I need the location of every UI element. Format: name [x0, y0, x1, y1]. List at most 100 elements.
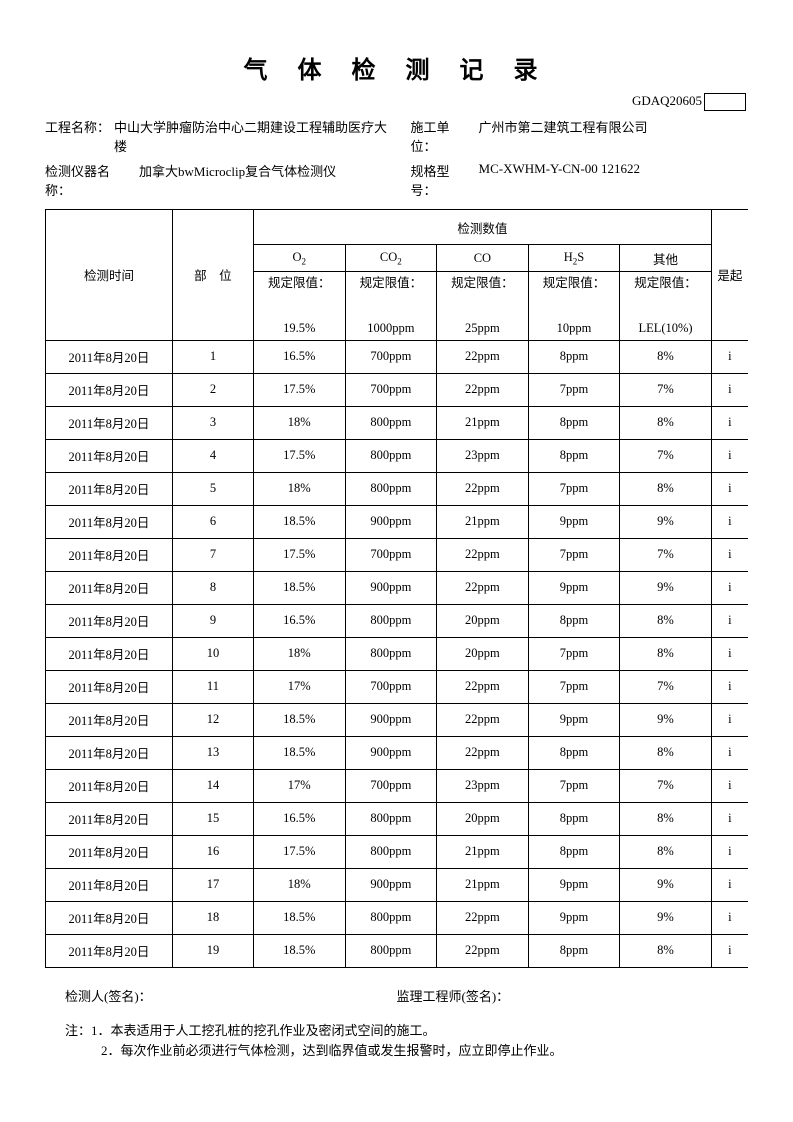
table-row: 2011年8月20日916.5%800ppm20ppm8ppm8%i [46, 604, 749, 637]
project-value: 中山大学肿瘤防治中心二期建设工程辅助医疗大楼 [114, 117, 394, 155]
table-cell: 22ppm [437, 571, 529, 604]
table-cell: 9ppm [528, 571, 620, 604]
table-cell: 9% [620, 901, 712, 934]
table-cell: 900ppm [345, 571, 437, 604]
table-cell: i [711, 703, 748, 736]
table-cell: 21ppm [437, 835, 529, 868]
table-cell: 7ppm [528, 637, 620, 670]
table-cell: 2011年8月20日 [46, 340, 173, 373]
info-row-2: 检测仪器名称： 加拿大bwMicroclip复合气体检测仪 规格型号： MC-X… [45, 161, 748, 199]
table-cell: i [711, 472, 748, 505]
table-cell: 17 [172, 868, 253, 901]
table-cell: 7ppm [528, 769, 620, 802]
table-cell: 800ppm [345, 439, 437, 472]
table-row: 2011年8月20日818.5%900ppm22ppm9ppm9%i [46, 571, 749, 604]
table-cell: 2011年8月20日 [46, 736, 173, 769]
gas-header: CO [437, 245, 529, 272]
table-cell: 2011年8月20日 [46, 703, 173, 736]
table-cell: 800ppm [345, 604, 437, 637]
table-row: 2011年8月20日618.5%900ppm21ppm9ppm9%i [46, 505, 749, 538]
table-cell: 15 [172, 802, 253, 835]
form-code-row: GDAQ20605 [45, 93, 748, 111]
gas-header: 其他 [620, 245, 712, 272]
table-cell: i [711, 802, 748, 835]
table-cell: 9ppm [528, 505, 620, 538]
table-cell: i [711, 406, 748, 439]
table-cell: 8ppm [528, 439, 620, 472]
gas-limit: 规定限值：19.5% [253, 272, 345, 341]
table-cell: 14 [172, 769, 253, 802]
table-row: 2011年8月20日1218.5%900ppm22ppm9ppm9%i [46, 703, 749, 736]
table-row: 2011年8月20日1818.5%800ppm22ppm9ppm9%i [46, 901, 749, 934]
table-cell: 1 [172, 340, 253, 373]
table-row: 2011年8月20日1516.5%800ppm20ppm8ppm8%i [46, 802, 749, 835]
header-values-group: 检测数值 [253, 210, 711, 245]
table-cell: 7ppm [528, 373, 620, 406]
table-cell: 2011年8月20日 [46, 901, 173, 934]
table-cell: 7ppm [528, 472, 620, 505]
table-cell: 800ppm [345, 835, 437, 868]
table-cell: 7ppm [528, 538, 620, 571]
table-cell: 800ppm [345, 901, 437, 934]
table-cell: 8% [620, 637, 712, 670]
table-cell: 22ppm [437, 373, 529, 406]
table-cell: 20ppm [437, 802, 529, 835]
table-cell: 2011年8月20日 [46, 472, 173, 505]
table-cell: 8ppm [528, 340, 620, 373]
model-label: 规格型号： [411, 161, 475, 199]
table-cell: 900ppm [345, 868, 437, 901]
table-cell: i [711, 868, 748, 901]
table-row: 2011年8月20日1918.5%800ppm22ppm8ppm8%i [46, 934, 749, 967]
table-cell: 12 [172, 703, 253, 736]
table-row: 2011年8月20日217.5%700ppm22ppm7ppm7%i [46, 373, 749, 406]
table-cell: 22ppm [437, 340, 529, 373]
table-cell: i [711, 637, 748, 670]
table-cell: 2011年8月20日 [46, 769, 173, 802]
info-row-1: 工程名称： 中山大学肿瘤防治中心二期建设工程辅助医疗大楼 施工单位： 广州市第二… [45, 117, 748, 155]
table-cell: 2011年8月20日 [46, 868, 173, 901]
gas-limit: 规定限值：1000ppm [345, 272, 437, 341]
table-cell: 7ppm [528, 670, 620, 703]
table-cell: 8% [620, 835, 712, 868]
table-cell: i [711, 538, 748, 571]
table-cell: 17% [253, 769, 345, 802]
table-cell: 900ppm [345, 736, 437, 769]
table-cell: i [711, 934, 748, 967]
table-cell: 5 [172, 472, 253, 505]
header-position: 部 位 [172, 210, 253, 341]
page-title: 气 体 检 测 记 录 [45, 50, 748, 85]
table-cell: 8ppm [528, 835, 620, 868]
table-cell: 16 [172, 835, 253, 868]
table-cell: 7 [172, 538, 253, 571]
table-cell: i [711, 373, 748, 406]
table-cell: i [711, 835, 748, 868]
table-cell: 22ppm [437, 736, 529, 769]
table-cell: 20ppm [437, 604, 529, 637]
table-cell: 18 [172, 901, 253, 934]
table-cell: 2011年8月20日 [46, 406, 173, 439]
table-cell: i [711, 571, 748, 604]
table-cell: 700ppm [345, 769, 437, 802]
table-row: 2011年8月20日1617.5%800ppm21ppm8ppm8%i [46, 835, 749, 868]
table-cell: 900ppm [345, 703, 437, 736]
table-cell: 800ppm [345, 406, 437, 439]
table-row: 2011年8月20日116.5%700ppm22ppm8ppm8%i [46, 340, 749, 373]
table-cell: 8 [172, 571, 253, 604]
table-cell: 9 [172, 604, 253, 637]
table-cell: i [711, 439, 748, 472]
gas-header: H2S [528, 245, 620, 272]
table-cell: 9% [620, 703, 712, 736]
table-cell: 9% [620, 505, 712, 538]
table-cell: 7% [620, 373, 712, 406]
table-cell: 9% [620, 868, 712, 901]
instrument-label: 检测仪器名称： [45, 161, 135, 199]
table-cell: 8% [620, 472, 712, 505]
table-cell: 800ppm [345, 637, 437, 670]
table-cell: 17.5% [253, 835, 345, 868]
table-cell: i [711, 340, 748, 373]
table-cell: 22ppm [437, 703, 529, 736]
table-cell: 13 [172, 736, 253, 769]
table-cell: 8ppm [528, 934, 620, 967]
table-cell: 7% [620, 769, 712, 802]
table-cell: 8% [620, 802, 712, 835]
